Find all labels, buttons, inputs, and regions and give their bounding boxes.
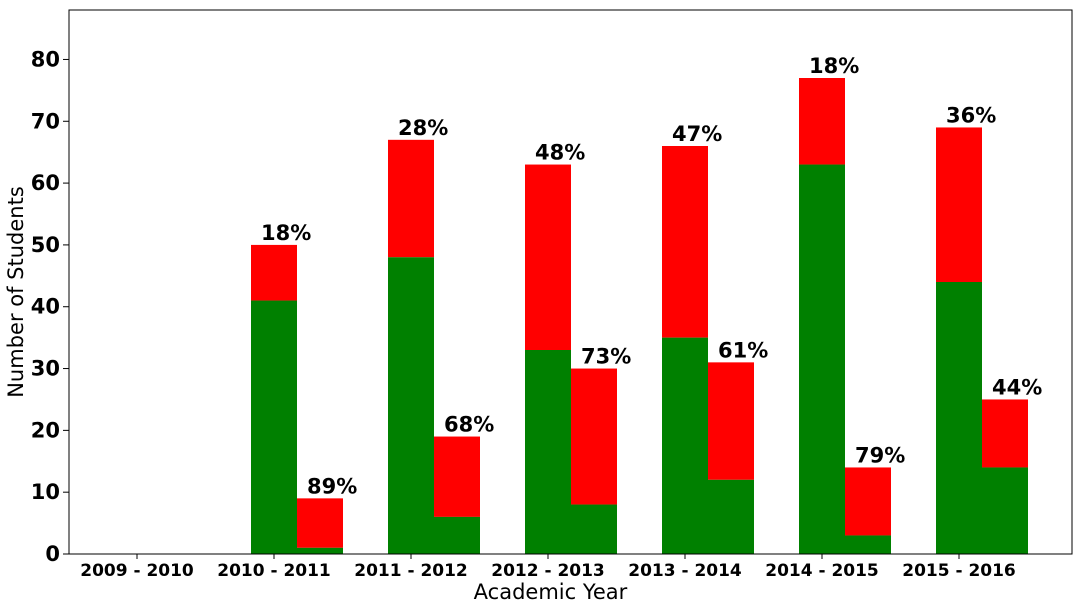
bar-top-0-5 bbox=[799, 78, 845, 165]
bar-label-1-5: 79% bbox=[855, 443, 905, 467]
y-tick-label: 60 bbox=[31, 171, 60, 195]
bar-bottom-0-2 bbox=[388, 257, 434, 554]
bar-top-0-2 bbox=[388, 139, 434, 258]
y-tick-label: 10 bbox=[31, 480, 60, 504]
x-tick-label: 2011 - 2012 bbox=[354, 561, 468, 581]
bar-top-1-3 bbox=[571, 368, 617, 505]
bar-top-1-5 bbox=[845, 467, 891, 536]
bar-top-0-4 bbox=[662, 146, 708, 338]
bars-layer bbox=[251, 78, 1028, 554]
x-tick-label: 2009 - 2010 bbox=[80, 561, 194, 581]
bar-bottom-1-1 bbox=[297, 547, 343, 554]
x-tick-label: 2012 - 2013 bbox=[491, 561, 605, 581]
bar-top-1-4 bbox=[708, 362, 754, 480]
bar-label-0-4: 47% bbox=[672, 122, 722, 146]
bar-bottom-0-1 bbox=[251, 300, 297, 554]
bar-label-0-3: 48% bbox=[535, 141, 585, 165]
x-tick-label: 2013 - 2014 bbox=[628, 561, 742, 581]
bar-bottom-1-6 bbox=[982, 467, 1028, 554]
x-tick-label: 2010 - 2011 bbox=[217, 561, 331, 581]
x-axis-label: Academic Year bbox=[474, 580, 628, 604]
y-axis-label: Number of Students bbox=[4, 186, 28, 398]
bar-label-0-5: 18% bbox=[809, 54, 859, 78]
bar-top-0-3 bbox=[525, 164, 571, 350]
bar-label-0-2: 28% bbox=[398, 116, 448, 140]
bar-top-1-6 bbox=[982, 399, 1028, 468]
bar-label-0-6: 36% bbox=[946, 103, 996, 127]
bar-bottom-0-4 bbox=[662, 337, 708, 554]
bar-label-0-1: 18% bbox=[261, 221, 311, 245]
bar-bottom-1-4 bbox=[708, 479, 754, 554]
x-tick-label: 2014 - 2015 bbox=[765, 561, 879, 581]
bar-label-1-3: 73% bbox=[581, 345, 631, 369]
y-tick-label: 30 bbox=[31, 357, 60, 381]
bar-top-0-1 bbox=[251, 244, 297, 301]
bar-top-1-2 bbox=[434, 436, 480, 517]
bar-top-1-1 bbox=[297, 498, 343, 548]
x-axis: 2009 - 2010 2010 - 2011 2011 - 2012 2012 - … bbox=[80, 554, 1016, 581]
bar-label-1-2: 68% bbox=[444, 413, 494, 437]
bar-label-1-1: 89% bbox=[307, 474, 357, 498]
bar-bottom-1-3 bbox=[571, 504, 617, 554]
bar-bottom-1-5 bbox=[845, 535, 891, 554]
y-tick-label: 0 bbox=[45, 542, 60, 566]
bar-bottom-0-6 bbox=[936, 282, 982, 554]
bar-top-0-6 bbox=[936, 127, 982, 282]
bar-bottom-0-3 bbox=[525, 350, 571, 554]
y-tick-label: 40 bbox=[31, 295, 60, 319]
plot-frame bbox=[68, 9, 1073, 555]
bar-bottom-0-5 bbox=[799, 164, 845, 554]
bar-labels-layer: 18% 89% 28% 68% 48% 73% 47% 61% 18% 79% 36% 44% bbox=[261, 54, 1042, 498]
x-tick-label: 2015 - 2016 bbox=[902, 561, 1016, 581]
bar-label-1-6: 44% bbox=[992, 375, 1042, 399]
y-tick-label: 50 bbox=[31, 233, 60, 257]
y-tick-label: 80 bbox=[31, 47, 60, 71]
bar-label-1-4: 61% bbox=[718, 338, 768, 362]
y-tick-label: 20 bbox=[31, 418, 60, 442]
bar-bottom-1-2 bbox=[434, 516, 480, 554]
y-tick-label: 70 bbox=[31, 109, 60, 133]
y-axis: 0 10 20 30 40 50 60 70 80 bbox=[31, 47, 69, 566]
